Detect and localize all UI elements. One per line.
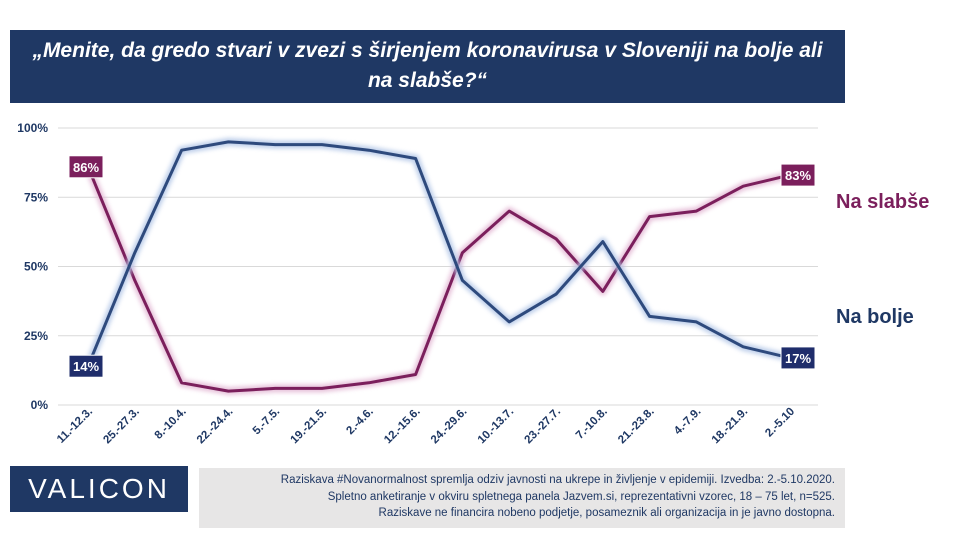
- series-glow: [84, 162, 794, 396]
- chart-title: „Menite, da gredo stvari v zvezi s širje…: [10, 30, 845, 103]
- data-label-box: [780, 163, 816, 187]
- y-axis-ticks: 0% 25% 50% 75% 100%: [17, 121, 48, 412]
- data-label-box: [780, 346, 816, 370]
- series-glow: [84, 137, 794, 371]
- series-lines: [84, 137, 794, 396]
- data-label-text: 14%: [73, 359, 99, 374]
- data-label-text: 83%: [785, 168, 811, 183]
- grid-lines: [58, 127, 818, 406]
- legend-na-bolje: Na bolje: [836, 306, 914, 328]
- x-tick-label: 23.-27.7.: [523, 406, 564, 447]
- data-labels: 86% 83% 14% 17%: [68, 155, 816, 378]
- data-label-box: [68, 155, 104, 179]
- y-tick-label: 75%: [24, 190, 48, 204]
- y-tick-label: 25%: [24, 329, 48, 343]
- data-label: 83%: [780, 163, 816, 187]
- y-tick-label: 50%: [24, 260, 48, 274]
- y-tick-label: 0%: [31, 398, 49, 412]
- data-label: 86%: [68, 155, 104, 179]
- data-label-text: 86%: [73, 160, 99, 175]
- x-tick-label: 22.-24.4.: [195, 406, 236, 447]
- data-label: 17%: [780, 346, 816, 370]
- series-line: [86, 165, 792, 393]
- note-line: Raziskava #Novanormalnost spremlja odziv…: [280, 474, 835, 486]
- methodology-note: Raziskava #Novanormalnost spremlja odziv…: [199, 468, 845, 528]
- series-line: [86, 140, 792, 368]
- x-tick-label: 19.-21.5.: [289, 406, 330, 447]
- x-tick-label: 18.-21.9.: [710, 406, 751, 447]
- legend-na-slabse: Na slabše: [836, 191, 930, 213]
- x-tick-label: 10.-13.7.: [476, 406, 517, 447]
- data-label-text: 17%: [785, 351, 811, 366]
- note-line: Raziskave ne financira nobeno podjetje, …: [378, 507, 835, 519]
- note-line: Spletno anketiranje v okviru spletnega p…: [327, 490, 835, 503]
- x-tick-label: 2.-4.6.: [344, 406, 376, 438]
- x-tick-label: 4.-7.9.: [672, 406, 704, 438]
- x-tick-label: 2.-5.10: [763, 406, 797, 440]
- valicon-logo: VALICON: [10, 466, 188, 512]
- x-tick-label: 7.-10.8.: [574, 406, 610, 442]
- x-tick-label: 21.-23.8.: [616, 406, 657, 447]
- y-tick-label: 100%: [17, 121, 48, 135]
- x-tick-label: 25.-27.3.: [101, 406, 142, 447]
- x-tick-label: 11.-12.3.: [55, 406, 95, 446]
- x-tick-label: 24.-29.6.: [429, 406, 470, 447]
- x-tick-label: 8.-10.4.: [153, 406, 189, 442]
- data-label: 14%: [68, 354, 104, 378]
- data-label-box: [68, 354, 104, 378]
- x-axis-ticks: 11.-12.3. 25.-27.3. 8.-10.4. 22.-24.4. 5.-7.…: [55, 406, 797, 447]
- x-tick-label: 5.-7.5.: [251, 406, 283, 438]
- x-tick-label: 12.-15.6.: [382, 406, 423, 447]
